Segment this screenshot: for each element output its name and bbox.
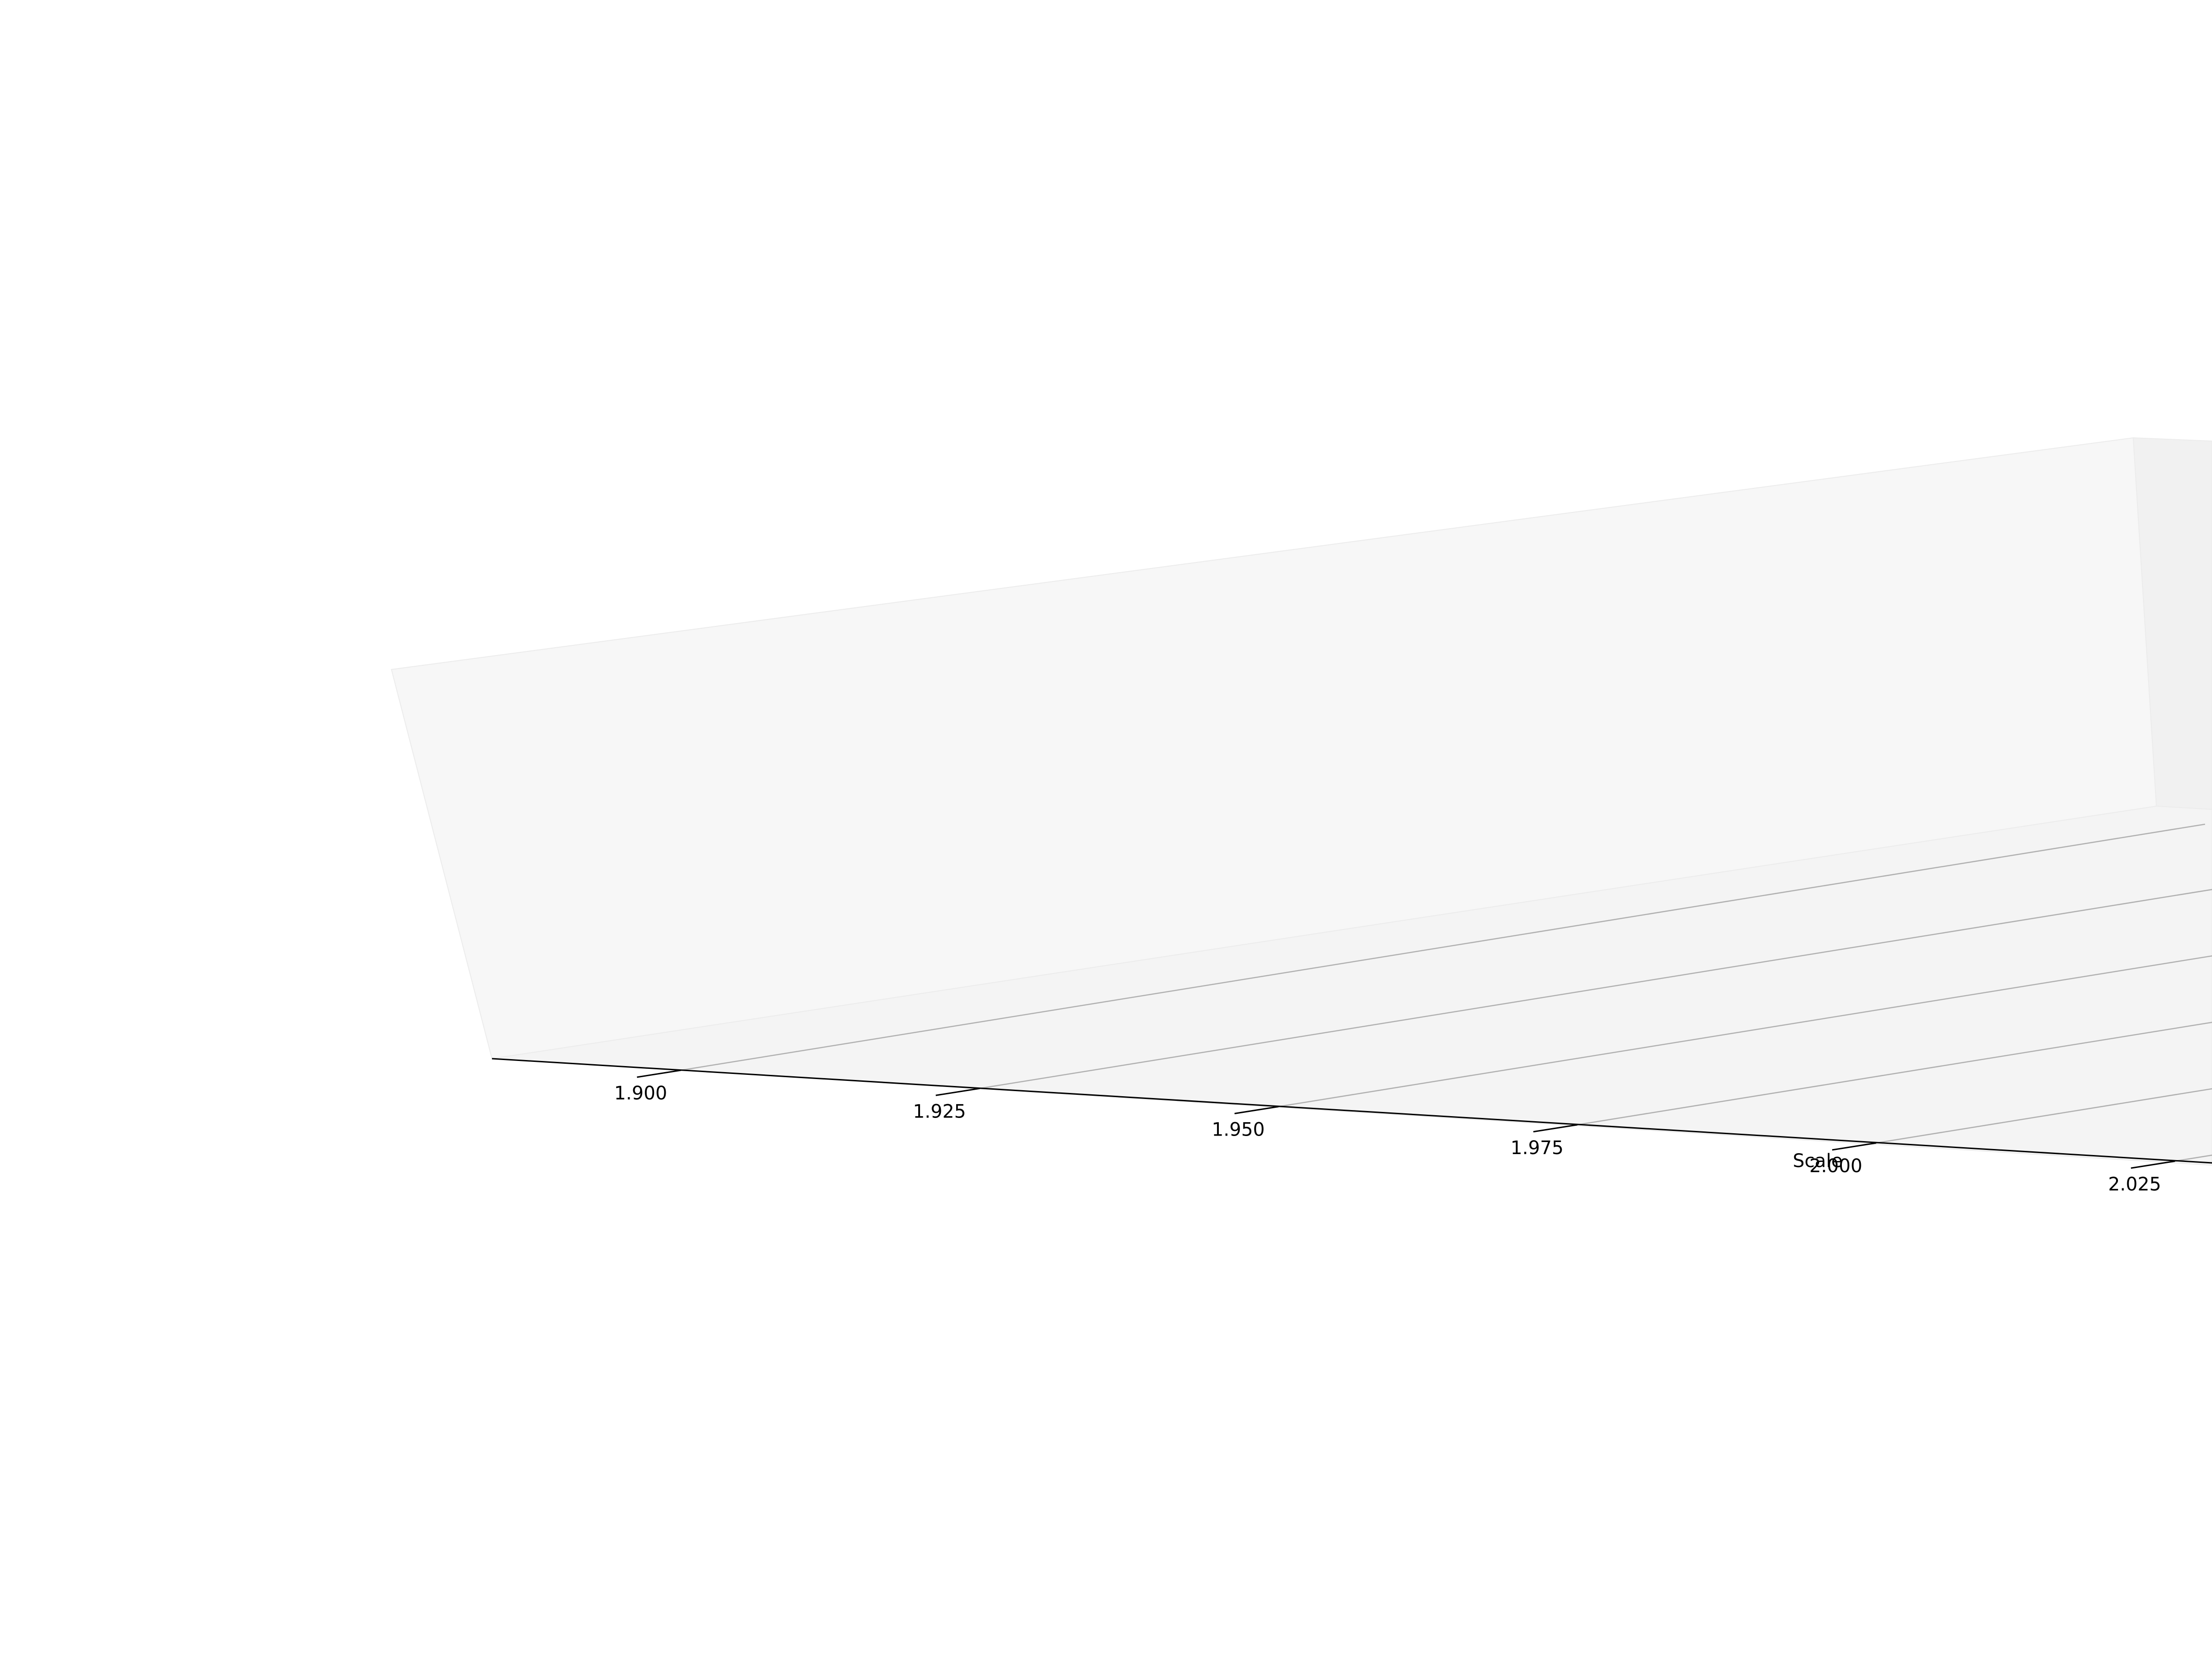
x-tick bbox=[935, 1087, 980, 1096]
x-axis-label: Scale bbox=[1793, 1150, 1843, 1172]
x-tick-label: 2.000 bbox=[1809, 1155, 1863, 1177]
x-axis: 1.900 1.925 1.950 1.975 2.000 2.025 Scale bbox=[492, 1058, 2212, 1195]
x-tick-label: 2.025 bbox=[2108, 1174, 2162, 1195]
floor-pane bbox=[492, 805, 2212, 1166]
x-gridlines bbox=[669, 823, 2212, 1164]
x-tick bbox=[2130, 1160, 2175, 1169]
x-tick bbox=[1533, 1124, 1578, 1133]
x-tick bbox=[1832, 1142, 1877, 1151]
chart-panes bbox=[391, 437, 2212, 1166]
x-tick-label: 1.975 bbox=[1511, 1137, 1564, 1159]
x-gridline bbox=[669, 823, 2206, 1073]
x-ticks bbox=[637, 1069, 2175, 1169]
x-gridline bbox=[1565, 1022, 2212, 1127]
side-pane bbox=[2132, 437, 2212, 810]
x-gridline bbox=[1267, 955, 2212, 1109]
x-gridline bbox=[968, 889, 2212, 1091]
x-tick bbox=[637, 1069, 681, 1078]
x-tick-label: 1.925 bbox=[913, 1101, 966, 1122]
x-gridline bbox=[1864, 1088, 2212, 1146]
x-tick bbox=[1234, 1106, 1279, 1114]
x-tick-label: 1.950 bbox=[1212, 1119, 1265, 1141]
x-tick-label: 1.900 bbox=[614, 1083, 668, 1104]
x-axis-line bbox=[492, 1058, 2212, 1164]
x-tick-labels: 1.900 1.925 1.950 1.975 2.000 2.025 bbox=[614, 1083, 2162, 1195]
